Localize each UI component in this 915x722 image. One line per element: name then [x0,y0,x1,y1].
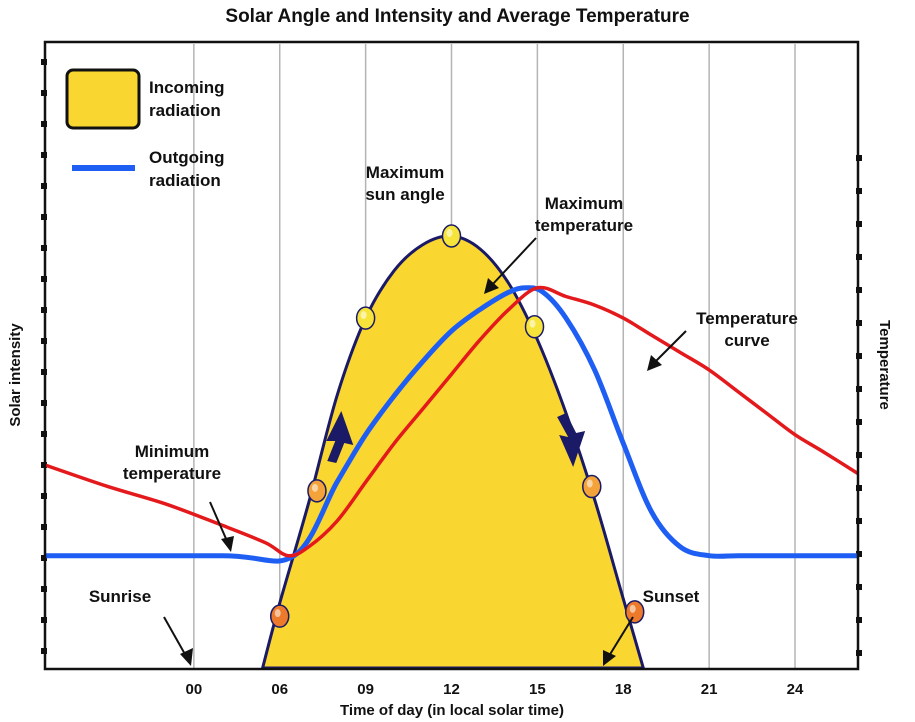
x-axis-tick-labels: 00 06 09 12 15 18 21 24 [186,681,805,698]
legend: Incoming radiation Outgoing radiation [65,68,225,190]
sun-marker [269,604,290,628]
sunrise-arrow [163,616,193,666]
sun-markers [269,224,645,628]
setting-sun-arrow [557,413,586,468]
chart-title: Solar Angle and Intensity and Average Te… [225,6,690,27]
legend-incoming-swatch [65,68,141,130]
legend-incoming-label-2: radiation [149,101,221,120]
rising-sun-arrow [326,411,354,464]
sun-marker-highlight [586,479,593,488]
min-temp-arrow [209,501,234,552]
sun-marker-highlight [446,229,453,237]
min-temp-label-1: Minimum [135,442,210,461]
sun-marker [582,474,602,499]
x-tick-label: 12 [443,681,460,698]
max-temp-label-1: Maximum [545,194,623,213]
temperature-curve-line [44,285,859,558]
sun-marker [307,479,327,503]
sun-marker-highlight [274,609,281,618]
x-tick-label: 21 [701,681,718,698]
x-tick-label: 09 [357,681,374,698]
sunset-arrow [603,616,634,666]
sun-marker-highlight [311,483,318,492]
y-axis-label-left: Solar intensity [7,323,24,427]
outgoing-radiation-line [45,285,858,564]
sun-direction-arrows [326,411,586,468]
temp-curve-label-2: curve [724,331,769,350]
sun-marker-highlight [529,319,536,328]
annotations: Maximum sun angle Maximum temperature Te… [89,163,798,666]
max-sun-label-2: sun angle [365,185,444,204]
plot-frame [43,40,860,671]
sun-marker [441,224,462,248]
sun-marker-highlight [360,311,367,320]
temp-curve-arrow [647,330,687,371]
y-axis-label-right: Temperature [876,320,893,410]
sunrise-label: Sunrise [89,587,151,606]
x-tick-label: 18 [615,681,632,698]
sun-marker [355,306,376,330]
legend-outgoing-label-2: radiation [149,171,221,190]
legend-incoming-label-1: Incoming [149,78,225,97]
min-temp-label-2: temperature [123,464,221,483]
x-tick-label: 15 [529,681,546,698]
sun-marker-highlight [629,604,636,613]
legend-outgoing-label-1: Outgoing [149,148,225,167]
max-temp-label-2: temperature [535,216,633,235]
x-tick-label: 24 [787,681,804,698]
sunset-label: Sunset [643,587,700,606]
max-temp-arrow [484,237,537,294]
temp-curve-label-1: Temperature [696,309,798,328]
sun-marker [624,600,645,624]
x-axis-label: Time of day (in local solar time) [340,702,564,719]
x-tick-label: 06 [271,681,288,698]
max-sun-label-1: Maximum [366,163,444,182]
x-tick-label: 00 [186,681,203,698]
sun-marker [524,314,545,339]
